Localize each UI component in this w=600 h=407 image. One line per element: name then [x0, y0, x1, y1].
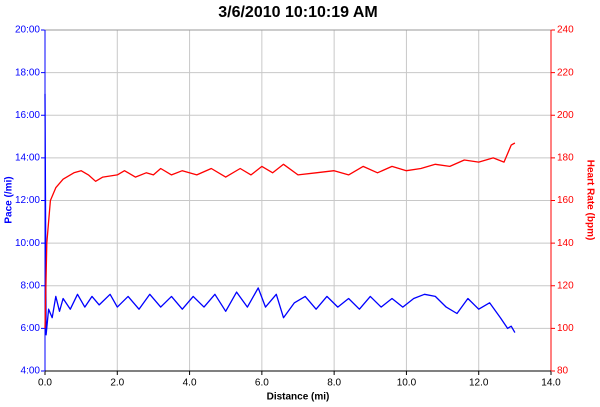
y-tick-label: 8:00 — [21, 280, 41, 291]
y2-tick-label: 100 — [557, 323, 574, 334]
y-tick-label: 14:00 — [15, 153, 40, 164]
chart-title: 3/6/2010 10:10:19 AM — [218, 4, 378, 21]
y-tick-label: 12:00 — [15, 195, 40, 206]
y2-tick-label: 120 — [557, 280, 574, 291]
y2-tick-label: 160 — [557, 195, 574, 206]
y2-tick-label: 180 — [557, 153, 574, 164]
y2-tick-label: 80 — [557, 366, 569, 377]
y-tick-label: 4:00 — [21, 366, 41, 377]
y2-tick-label: 140 — [557, 238, 574, 249]
y2-tick-label: 200 — [557, 110, 574, 121]
y-tick-label: 20:00 — [15, 25, 40, 36]
y2-tick-label: 240 — [557, 25, 574, 36]
series-line — [44, 93, 516, 336]
y-tick-label: 10:00 — [15, 238, 40, 249]
y-tick-label: 6:00 — [21, 323, 41, 334]
x-tick-label: 10.0 — [397, 378, 417, 389]
y2-tick-label: 220 — [557, 67, 574, 78]
y2-axis-title: Heart Rate (bpm) — [584, 160, 595, 241]
x-tick-label: 12.0 — [469, 378, 489, 389]
x-axis-title: Distance (mi) — [267, 392, 330, 403]
y-tick-label: 16:00 — [15, 110, 40, 121]
x-tick-label: 4.0 — [183, 378, 197, 389]
x-tick-label: 14.0 — [541, 378, 561, 389]
y-axis-title: Pace (/mi) — [4, 176, 15, 223]
x-tick-label: 0.0 — [38, 378, 52, 389]
x-tick-label: 8.0 — [327, 378, 341, 389]
x-tick-label: 2.0 — [110, 378, 124, 389]
series-line — [44, 142, 516, 329]
x-tick-label: 6.0 — [255, 378, 269, 389]
y-tick-label: 18:00 — [15, 67, 40, 78]
